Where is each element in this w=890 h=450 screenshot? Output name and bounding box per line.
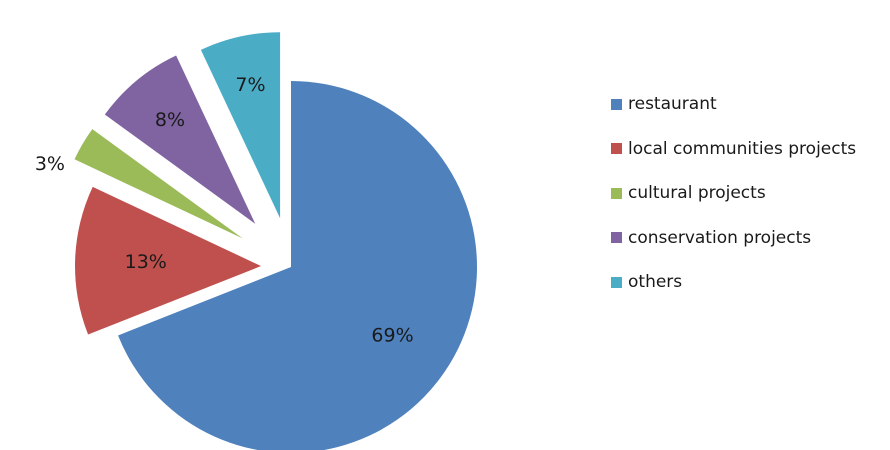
- legend-label: others: [628, 272, 683, 293]
- legend-swatch: [611, 276, 622, 288]
- slice-data-label: 7%: [235, 74, 265, 96]
- slice-data-label: 69%: [371, 325, 413, 347]
- legend-item: cultural projects: [611, 171, 856, 216]
- legend-swatch: [611, 187, 622, 199]
- legend-label: conservation projects: [628, 227, 812, 248]
- slice-data-label: 13%: [125, 251, 167, 273]
- legend-swatch: [611, 143, 622, 155]
- legend-label: restaurant: [628, 94, 717, 115]
- pie-slice-others: [200, 32, 281, 219]
- slice-labels: 69% 13% 3% 8% 7%: [35, 74, 414, 346]
- legend-item: others: [611, 260, 856, 305]
- legend-item: local communities projects: [611, 127, 856, 172]
- pie-slice-restaurant: [118, 81, 477, 450]
- legend-swatch: [611, 98, 622, 110]
- legend-swatch: [611, 232, 622, 244]
- pie-slice-local-communities-projects: [75, 186, 262, 335]
- slice-data-label: 8%: [155, 109, 185, 131]
- pie-slice-conservation-projects: [104, 55, 256, 224]
- chart-legend: restaurant local communities projects cult…: [611, 82, 856, 305]
- pie-chart: 69% 13% 3% 8% 7%: [35, 32, 477, 450]
- legend-label: cultural projects: [628, 183, 766, 204]
- legend-label: local communities projects: [628, 138, 857, 159]
- pie-slice-cultural-projects: [74, 129, 243, 239]
- legend-item: restaurant: [611, 82, 856, 127]
- slice-data-label: 3%: [35, 153, 65, 175]
- legend-item: conservation projects: [611, 216, 856, 261]
- pie-slices: [74, 32, 477, 450]
